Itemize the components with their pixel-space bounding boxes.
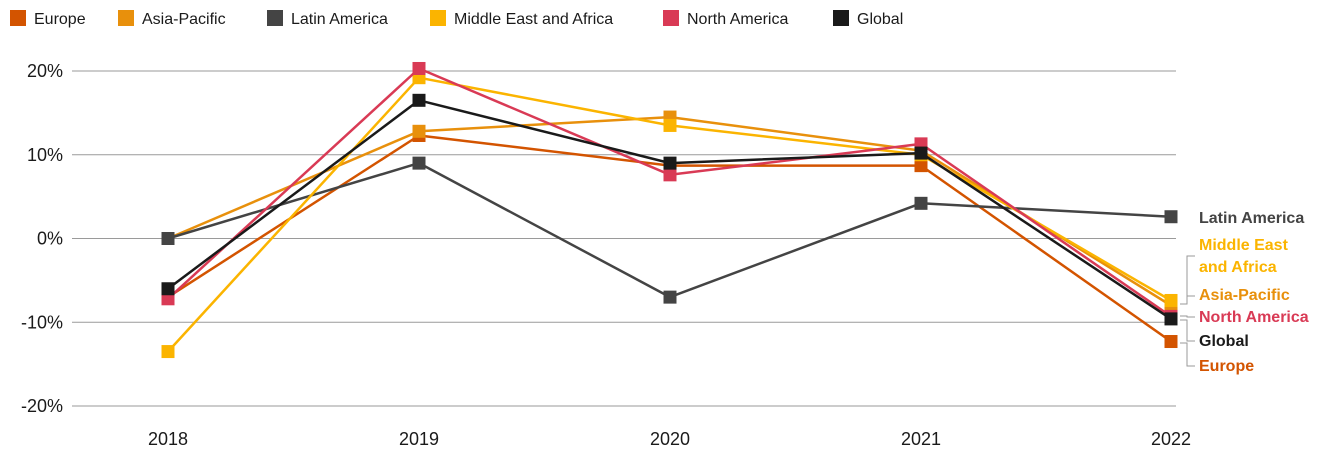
legend-label: Latin America	[291, 11, 388, 28]
end-label-text: and Africa	[1199, 259, 1277, 276]
data-point-middle-east-and-africa-2022	[1164, 293, 1178, 307]
end-label-asia-pacific: Asia-Pacific	[1180, 287, 1290, 305]
end-label-text: Europe	[1199, 358, 1254, 375]
legend-label: North America	[687, 11, 788, 28]
legend-swatch	[833, 10, 849, 26]
legend-swatch	[430, 10, 446, 26]
data-point-latin-america-2020	[663, 290, 677, 304]
end-label-text: Latin America	[1199, 210, 1304, 227]
legend-item-middle-east-and-africa: Middle East and Africa	[430, 10, 613, 28]
legend-item-global: Global	[833, 10, 903, 28]
end-label-latin-america: Latin America	[1199, 210, 1304, 227]
legend: Europe Asia-Pacific Latin America Middle Ea…	[10, 10, 903, 28]
legend-swatch	[663, 10, 679, 26]
leader-line	[1180, 342, 1195, 367]
end-label-north-america: North America	[1180, 309, 1309, 326]
end-label-text: Global	[1199, 333, 1249, 350]
end-label-text: Middle East	[1199, 237, 1289, 254]
end-labels: Latin America Middle East and Africa Asia-P…	[1180, 210, 1309, 375]
end-label-europe: Europe	[1180, 342, 1254, 375]
data-point-north-america-2019	[412, 61, 426, 75]
data-point-global-2021	[914, 146, 928, 160]
end-label-text: Asia-Pacific	[1199, 287, 1290, 304]
legend-item-europe: Europe	[10, 10, 86, 28]
y-tick-label: 20%	[27, 61, 63, 81]
legend-item-latin-america: Latin America	[267, 10, 388, 28]
end-label-global: Global	[1180, 319, 1249, 350]
legend-swatch	[118, 10, 134, 26]
data-point-global-2020	[663, 156, 677, 170]
leader-line	[1180, 319, 1195, 342]
x-tick-label: 2019	[399, 429, 439, 449]
x-tick-label: 2020	[650, 429, 690, 449]
series-line-latin-america	[167, 161, 1172, 299]
legend-label: Asia-Pacific	[142, 11, 226, 28]
data-point-middle-east-and-africa-2018	[161, 345, 175, 359]
data-point-latin-america-2021	[914, 196, 928, 210]
legend-label: Middle East and Africa	[454, 11, 613, 28]
data-point-asia-pacific-2019	[412, 124, 426, 138]
y-axis: 20% 10% 0% -10% -20%	[21, 61, 63, 416]
y-tick-label: 10%	[27, 145, 63, 165]
data-point-global-2018	[161, 282, 175, 296]
series-lines	[161, 61, 1178, 359]
data-point-latin-america-2018	[161, 232, 175, 245]
y-tick-label: -10%	[21, 312, 63, 332]
data-point-latin-america-2022	[1164, 210, 1178, 224]
y-tick-label: -20%	[21, 396, 63, 416]
leader-line	[1180, 315, 1195, 318]
leader-line	[1180, 295, 1195, 305]
end-label-text: North America	[1199, 309, 1309, 326]
legend-swatch	[10, 10, 26, 26]
data-point-global-2019	[412, 93, 426, 107]
x-tick-label: 2021	[901, 429, 941, 449]
x-tick-label: 2018	[148, 429, 188, 449]
y-tick-label: 0%	[37, 229, 63, 249]
series-asia-pacific	[161, 110, 1178, 312]
x-axis: 2018 2019 2020 2021 2022	[148, 429, 1191, 449]
data-point-europe-2021	[914, 159, 928, 173]
gridlines	[72, 70, 1176, 407]
data-point-europe-2022	[1164, 335, 1178, 349]
series-global	[161, 93, 1178, 326]
legend-item-asia-pacific: Asia-Pacific	[118, 10, 226, 28]
legend-swatch	[267, 10, 283, 26]
data-point-north-america-2020	[663, 168, 677, 182]
x-tick-label: 2022	[1151, 429, 1191, 449]
legend-label: Europe	[34, 11, 86, 28]
data-point-global-2022	[1164, 312, 1178, 326]
data-point-latin-america-2019	[412, 156, 426, 170]
legend-label: Global	[857, 11, 903, 28]
data-point-north-america-2018	[161, 292, 175, 306]
legend-item-north-america: North America	[663, 10, 788, 28]
data-point-middle-east-and-africa-2020	[663, 118, 677, 132]
